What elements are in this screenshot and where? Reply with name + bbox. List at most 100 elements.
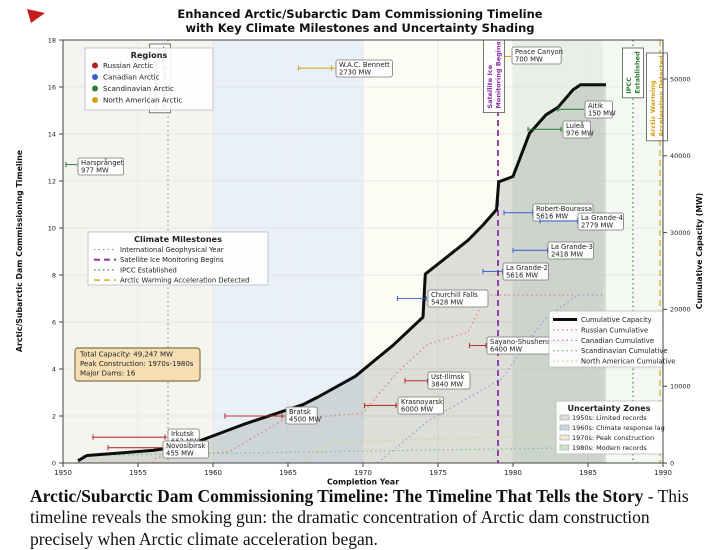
- dam-capacity: 5616 MW: [506, 272, 538, 280]
- dam-marker: [482, 268, 504, 275]
- left-tick-label: 18: [48, 36, 56, 44]
- dam-capacity: 4500 MW: [289, 416, 321, 424]
- dam-name: W.A.C. Bennett: [339, 61, 390, 69]
- dam-capacity: 2779 MW: [581, 222, 613, 230]
- regions-legend-title: Regions: [131, 50, 168, 60]
- x-tick-label: 1960: [204, 469, 222, 477]
- dam-capacity: 976 MW: [566, 130, 594, 138]
- dam-marker: [396, 295, 427, 302]
- dam-marker: [363, 402, 397, 409]
- dam-name: Ust-Ilimsk: [431, 373, 465, 381]
- caption: Arctic/Subarctic Dam Commissioning Timel…: [30, 486, 702, 550]
- x-tick-label: 1965: [279, 469, 297, 477]
- dam-name: La Grande-4: [581, 214, 623, 222]
- x-tick-label: 1975: [429, 469, 447, 477]
- uncertainty-legend-swatch: [559, 444, 570, 451]
- dam-marker: [404, 378, 429, 384]
- dam-name: Aitik: [588, 102, 603, 110]
- region-dot: [92, 85, 98, 92]
- left-tick-label: 16: [48, 83, 56, 91]
- climate-legend-title: Climate Milestones: [134, 234, 222, 244]
- right-tick-label: 30000: [670, 229, 691, 237]
- dam-capacity: 2730 MW: [339, 69, 371, 77]
- dam-capacity: 6400 MW: [490, 346, 522, 354]
- dam-marker: [224, 413, 285, 419]
- dam-marker: [512, 247, 549, 253]
- region-dot: [92, 62, 98, 69]
- red-cursor-arrow-icon: [27, 9, 45, 23]
- info-box-line: Total Capacity: 49,247 MW: [79, 351, 173, 359]
- left-axis-title: Arctic/Subarctic Dam Commissioning Timel…: [15, 150, 24, 352]
- cumulative-legend-label: North American Cumulative: [581, 358, 675, 366]
- x-tick-label: 1980: [504, 469, 522, 477]
- milestone-label-line1: IPCC: [625, 77, 633, 94]
- right-tick-label: 40000: [670, 152, 691, 160]
- dam-capacity: 455 MW: [166, 450, 194, 458]
- climate-milestones-legend: Climate Milestones International Geophysi…: [87, 231, 269, 286]
- region-label: Scandinavian Arctic: [103, 84, 174, 93]
- cumulative-area-fill: [78, 84, 606, 464]
- uncertainty-legend-label: 1970s: Peak construction: [572, 434, 654, 442]
- region-label: North American Arctic: [103, 96, 182, 105]
- cumulative-legend: Cumulative Capacity Russian Cumulative Can…: [548, 310, 675, 368]
- dam-name: Sayano-Shushenskaya: [490, 338, 567, 346]
- region-dot: [92, 74, 98, 80]
- dam-name: Luleå: [566, 121, 584, 130]
- region-label: Russian Arctic: [103, 61, 153, 70]
- dam-name: Novosibirsk: [166, 442, 205, 450]
- left-tick-label: 14: [48, 130, 56, 138]
- milestone-label-line1: Satellite Ice: [486, 64, 494, 108]
- right-tick-label: 0: [670, 459, 674, 467]
- x-tick-label: 1970: [354, 469, 372, 477]
- left-tick-label: 6: [52, 318, 56, 326]
- chart-title: Enhanced Arctic/Subarctic Dam Commission…: [0, 7, 720, 36]
- cumulative-legend-label: Scandinavian Cumulative: [581, 347, 668, 355]
- dam-name: Robert-Bourassa: [536, 205, 592, 213]
- uncertainty-legend-swatch: [559, 424, 570, 431]
- milestone-label-line1: Arctic Warming: [649, 80, 657, 137]
- uncertainty-legend-swatch: [559, 414, 570, 421]
- left-tick-label: 12: [48, 177, 56, 185]
- dam-marker: [297, 65, 335, 71]
- right-tick-label: 50000: [670, 75, 691, 83]
- left-tick-label: 4: [52, 365, 56, 373]
- chart-title-line2: with Key Climate Milestones and Uncertai…: [185, 21, 535, 36]
- dam-marker: [468, 342, 487, 349]
- uncertainty-legend-label: 1960s: Climate response lag: [572, 424, 665, 432]
- milestone-label-line2: Established: [634, 51, 642, 94]
- uncertainty-legend-title: Uncertainty Zones: [568, 404, 651, 413]
- dam-capacity: 150 MW: [588, 110, 616, 118]
- x-tick-label: 1955: [129, 469, 147, 477]
- milestone-label: Satellite Ice Monitoring Begins: [483, 39, 505, 113]
- dam-capacity: 3840 MW: [431, 381, 463, 389]
- dam-marker: [527, 126, 562, 132]
- uncertainty-legend-label: 1950s: Limited records: [572, 414, 647, 422]
- dam-capacity: 5428 MW: [431, 299, 463, 307]
- dam-name: Krasnoyarsk: [401, 398, 443, 406]
- dam-name: Harsprånget: [81, 158, 124, 167]
- dam-marker: [503, 210, 534, 216]
- caption-title: Arctic/Subarctic Dam Commissioning Timel…: [30, 486, 644, 506]
- x-tick-label: 1985: [579, 469, 597, 477]
- x-tick-label: 1990: [654, 469, 672, 477]
- right-axis-title: Cumulative Capacity (MW): [695, 193, 704, 310]
- right-tick-label: 10000: [670, 383, 691, 391]
- dam-marker: [539, 218, 579, 224]
- right-tick-label: 20000: [670, 306, 691, 314]
- climate-legend-label: Satellite Ice Monitoring Begins: [120, 256, 224, 264]
